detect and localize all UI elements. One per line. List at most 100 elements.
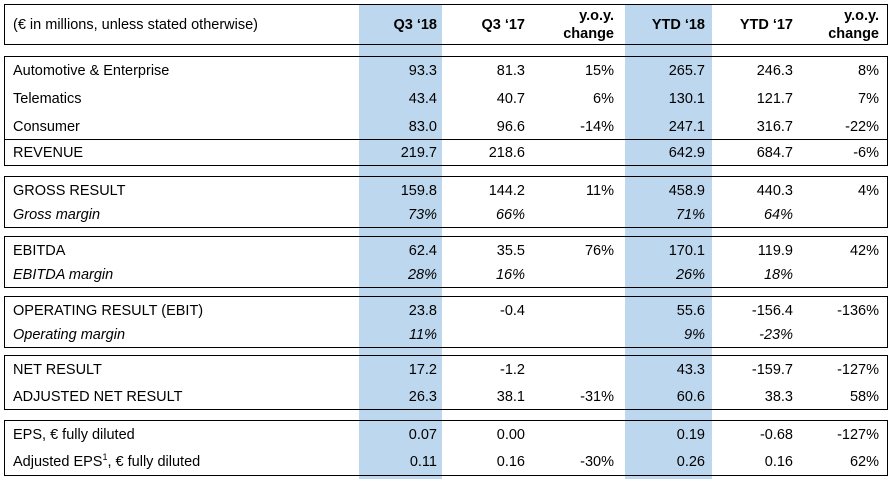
cell-ytd-18: 60.6: [676, 389, 705, 405]
cell-yoy-q3: [534, 299, 614, 323]
row-revenue: REVENUE 219.7 218.6 642.9 684.7 -6%: [0, 141, 892, 165]
cell-q3-18: 26.3: [408, 389, 437, 405]
row-operating-margin: Operating margin 11% 9% -23%: [0, 323, 892, 347]
cell-yoy-ytd: 62%: [849, 454, 879, 470]
cell-yoy-q3: [534, 358, 614, 382]
header-label: (€ in millions, unless stated otherwise): [13, 17, 258, 33]
revenue-total-box: [4, 139, 888, 166]
cell-yoy-ytd: -6%: [853, 145, 879, 161]
cell-yoy-q3: [534, 263, 614, 287]
cell-q3-17: 96.6: [496, 119, 525, 135]
cell-yoy-ytd: 58%: [849, 389, 879, 405]
row-label: Telematics: [13, 91, 82, 107]
row-gross-result: GROSS RESULT 159.8 144.2 11% 458.9 440.3…: [0, 179, 892, 203]
cell-ytd-17: 246.3: [756, 63, 793, 79]
cell-yoy-q3: 15%: [584, 63, 614, 79]
cell-ytd-18: 247.1: [668, 119, 705, 135]
row-automotive-enterprise: Automotive & Enterprise 93.3 81.3 15% 26…: [0, 59, 892, 83]
row-gross-margin: Gross margin 73% 66% 71% 64%: [0, 203, 892, 227]
row-label: OPERATING RESULT (EBIT): [13, 303, 204, 319]
row-ebitda-margin: EBITDA margin 28% 16% 26% 18%: [0, 263, 892, 287]
row-label: Consumer: [13, 119, 80, 135]
cell-ytd-18: 43.3: [676, 362, 705, 378]
cell-q3-18: 93.3: [408, 63, 437, 79]
cell-q3-17: 0.16: [496, 454, 525, 470]
cell-yoy-ytd: -127%: [837, 427, 879, 443]
cell-yoy-q3: 11%: [586, 183, 614, 199]
row-label: GROSS RESULT: [13, 183, 126, 199]
cell-q3-17: 35.5: [496, 243, 525, 259]
cell-ytd-18: 458.9: [668, 183, 705, 199]
cell-yoy-q3: 76%: [584, 243, 614, 259]
cell-yoy-ytd: [800, 263, 879, 287]
cell-q3-17: 218.6: [488, 145, 525, 161]
row-label: Gross margin: [13, 207, 101, 223]
cell-q3-18: 73%: [407, 207, 437, 223]
row-operating-result: OPERATING RESULT (EBIT) 23.8 -0.4 55.6 -…: [0, 299, 892, 323]
cell-yoy-q3: [534, 141, 614, 165]
cell-yoy-ytd: [800, 203, 879, 227]
cell-ytd-18: 55.6: [676, 303, 705, 319]
row-label-suffix: , € fully diluted: [107, 454, 201, 470]
cell-ytd-18: 26%: [675, 267, 705, 283]
cell-ytd-17: 18%: [763, 267, 793, 283]
cell-yoy-q3: 6%: [593, 91, 614, 107]
cell-ytd-17: 316.7: [756, 119, 793, 135]
cell-q3-18: 11%: [409, 327, 437, 343]
cell-q3-18: 0.07: [408, 427, 437, 443]
cell-q3-17: [446, 323, 525, 347]
cell-ytd-17: 684.7: [756, 145, 793, 161]
cell-q3-18: 23.8: [408, 303, 437, 319]
cell-q3-18: 28%: [407, 267, 437, 283]
ebitda-section-box: [4, 236, 888, 288]
cell-ytd-18: 170.1: [668, 243, 705, 259]
cell-yoy-q3: -31%: [580, 389, 614, 405]
cell-yoy-q3: [534, 323, 614, 347]
cell-ytd-17: -159.7: [751, 362, 793, 378]
cell-ytd-17: 440.3: [756, 183, 793, 199]
cell-q3-18: 62.4: [408, 243, 437, 259]
cell-yoy-ytd: -127%: [837, 362, 879, 378]
cell-q3-17: 81.3: [496, 63, 525, 79]
cell-q3-18: 17.2: [408, 362, 437, 378]
row-telematics: Telematics 43.4 40.7 6% 130.1 121.7 7%: [0, 87, 892, 111]
cell-q3-17: 40.7: [496, 91, 525, 107]
cell-q3-17: 38.1: [496, 389, 525, 405]
cell-yoy-q3: -14%: [580, 119, 614, 135]
row-label: Automotive & Enterprise: [13, 63, 170, 79]
cell-q3-18: 83.0: [408, 119, 437, 135]
row-label: ADJUSTED NET RESULT: [13, 389, 183, 405]
net-section-box: [4, 355, 888, 410]
header-ytd-18: YTD ‘18: [651, 17, 705, 33]
header-q3-17: Q3 ‘17: [481, 17, 525, 33]
cell-yoy-ytd: 8%: [858, 63, 879, 79]
cell-ytd-18: 265.7: [668, 63, 705, 79]
cell-q3-18: 43.4: [408, 91, 437, 107]
row-label: EPS, € fully diluted: [13, 427, 135, 443]
cell-ytd-17: 64%: [763, 207, 793, 223]
row-adjusted-net-result: ADJUSTED NET RESULT 26.3 38.1 -31% 60.6 …: [0, 385, 892, 409]
row-adjusted-eps: Adjusted EPS1, € fully diluted 0.11 0.16…: [0, 450, 892, 474]
row-eps: EPS, € fully diluted 0.07 0.00 0.19 -0.6…: [0, 423, 892, 447]
ebit-section-box: [4, 296, 888, 348]
cell-ytd-17: 119.9: [757, 243, 793, 259]
cell-ytd-17: 0.16: [764, 454, 793, 470]
cell-ytd-17: -156.4: [751, 303, 793, 319]
header-q3-18: Q3 ‘18: [393, 17, 437, 33]
row-label: Operating margin: [13, 327, 126, 343]
footnote-marker: 1: [102, 452, 108, 463]
cell-q3-17: -0.4: [500, 303, 525, 319]
row-ebitda: EBITDA 62.4 35.5 76% 170.1 119.9 42%: [0, 239, 892, 263]
cell-yoy-ytd: 42%: [849, 243, 879, 259]
header-yoy-ytd: y.o.y. change: [828, 8, 879, 42]
cell-ytd-18: 0.26: [676, 454, 705, 470]
cell-q3-17: 16%: [495, 267, 525, 283]
row-label-main: Adjusted EPS: [13, 454, 103, 470]
row-label: Adjusted EPS1, € fully diluted: [13, 450, 200, 474]
cell-yoy-q3: -30%: [580, 454, 614, 470]
cell-ytd-17: 121.7: [756, 91, 793, 107]
cell-ytd-18: 9%: [684, 327, 705, 343]
header-ytd-17: YTD ‘17: [739, 17, 793, 33]
cell-yoy-q3: [534, 203, 614, 227]
cell-q3-18: 159.8: [400, 183, 437, 199]
